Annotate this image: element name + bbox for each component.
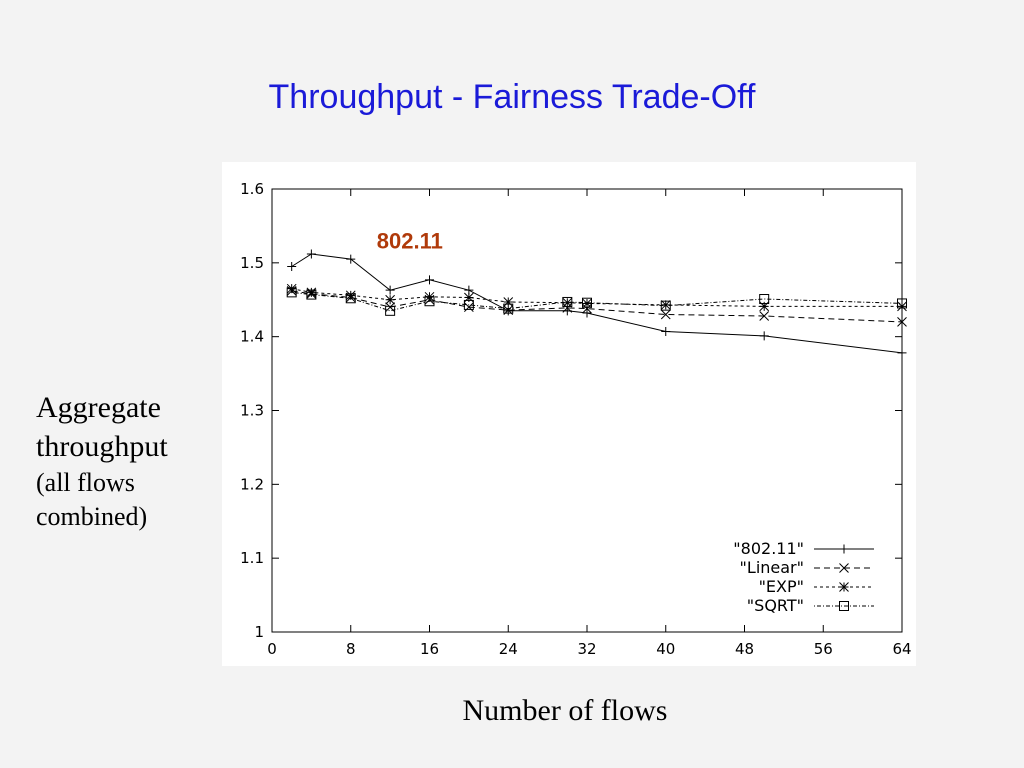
data-point-square [562,296,573,307]
data-point-star [286,283,297,294]
x-tick-label: 0 [267,640,277,658]
y-tick-label: 1.2 [240,475,264,493]
plot-panel: 1 1.1 1.2 1.3 1.4 1.5 1.6 0 8 16 24 32 40 48 56 64 "802… [222,162,916,666]
data-point-square [503,303,514,314]
data-point-plus [346,254,356,264]
y-tick-label: 1.5 [240,254,264,272]
data-point-star [464,292,474,303]
y-tick-label: 1.1 [240,549,264,567]
data-point-x [897,317,907,327]
data-point-plus [759,331,769,341]
data-point-star [839,582,849,592]
x-tick-label: 16 [420,640,439,658]
data-point-square [839,601,849,611]
data-point-plus [582,308,592,318]
series-line [291,290,903,323]
legend-label: "Linear" [740,558,804,577]
legend: "802.11""Linear""EXP""SQRT" [733,539,874,615]
data-point-plus [385,285,395,295]
data-point-plus [425,275,434,285]
data-point-star [503,297,514,307]
data-point-plus [287,262,297,272]
legend-label: "802.11" [733,539,804,558]
data-point-square [385,305,396,316]
series-lines [286,249,907,358]
y-tick-label: 1.3 [240,402,264,420]
y-axis-caption-line-1: Aggregate [36,391,161,424]
data-point-x [562,303,573,313]
data-point-square [660,300,671,311]
y-tick-label: 1 [254,623,264,641]
data-point-plus [839,544,849,554]
data-point-square [759,294,770,305]
data-point-x [660,309,671,320]
x-tick-label: 8 [346,640,356,658]
data-point-star [897,301,907,312]
data-point-x [839,563,849,573]
line-chart: 1 1.1 1.2 1.3 1.4 1.5 1.6 0 8 16 24 32 40 48 56 64 "802… [240,180,911,658]
data-point-square [424,296,435,307]
y-axis-caption: Aggregate throughput (all flows combined… [36,388,221,534]
series-line [291,253,903,354]
data-point-square [463,299,474,310]
x-axis-caption: Number of flows [462,694,668,727]
data-point-square [582,297,592,308]
series-line [291,291,903,312]
slide-title: Throughput - Fairness Trade-Off [268,78,756,116]
data-point-plus [503,306,513,316]
chart-annotation: 802.11 [377,229,443,254]
x-tick-label: 32 [577,640,596,658]
x-tick-label: 48 [735,640,754,658]
data-point-plus [306,249,316,259]
x-tick-label: 64 [892,640,911,658]
series-group [286,287,907,316]
data-point-star [385,294,395,305]
x-tick-label: 40 [656,640,675,658]
data-point-square [286,287,297,298]
data-point-star [306,287,317,298]
data-point-x [759,311,770,321]
y-axis-caption-line-3: (all flows [36,468,135,497]
x-tick-label: 24 [499,640,518,658]
data-point-square [897,298,907,309]
data-point-plus [661,326,671,336]
data-point-star [759,301,770,312]
data-point-square [306,289,317,300]
x-tick-label: 56 [814,640,833,658]
y-axis-caption-line-4: combined) [36,501,148,531]
y-tick-label: 1.6 [240,180,264,198]
y-axis-caption-line-2: throughput [36,430,168,463]
series-group [286,283,907,312]
data-point-plus [897,348,907,358]
series-line [291,288,902,307]
data-point-star [660,300,671,310]
axes: 1 1.1 1.2 1.3 1.4 1.5 1.6 0 8 16 24 32 40 48 56 64 [240,180,911,658]
y-tick-label: 1.4 [240,328,264,346]
data-point-x [582,303,592,314]
legend-label: "SQRT" [747,596,804,615]
data-point-star [582,298,592,309]
plot-frame [271,188,903,633]
data-point-star [562,297,573,308]
data-point-square [345,293,356,304]
data-point-star [345,290,356,301]
legend-label: "EXP" [759,577,804,596]
